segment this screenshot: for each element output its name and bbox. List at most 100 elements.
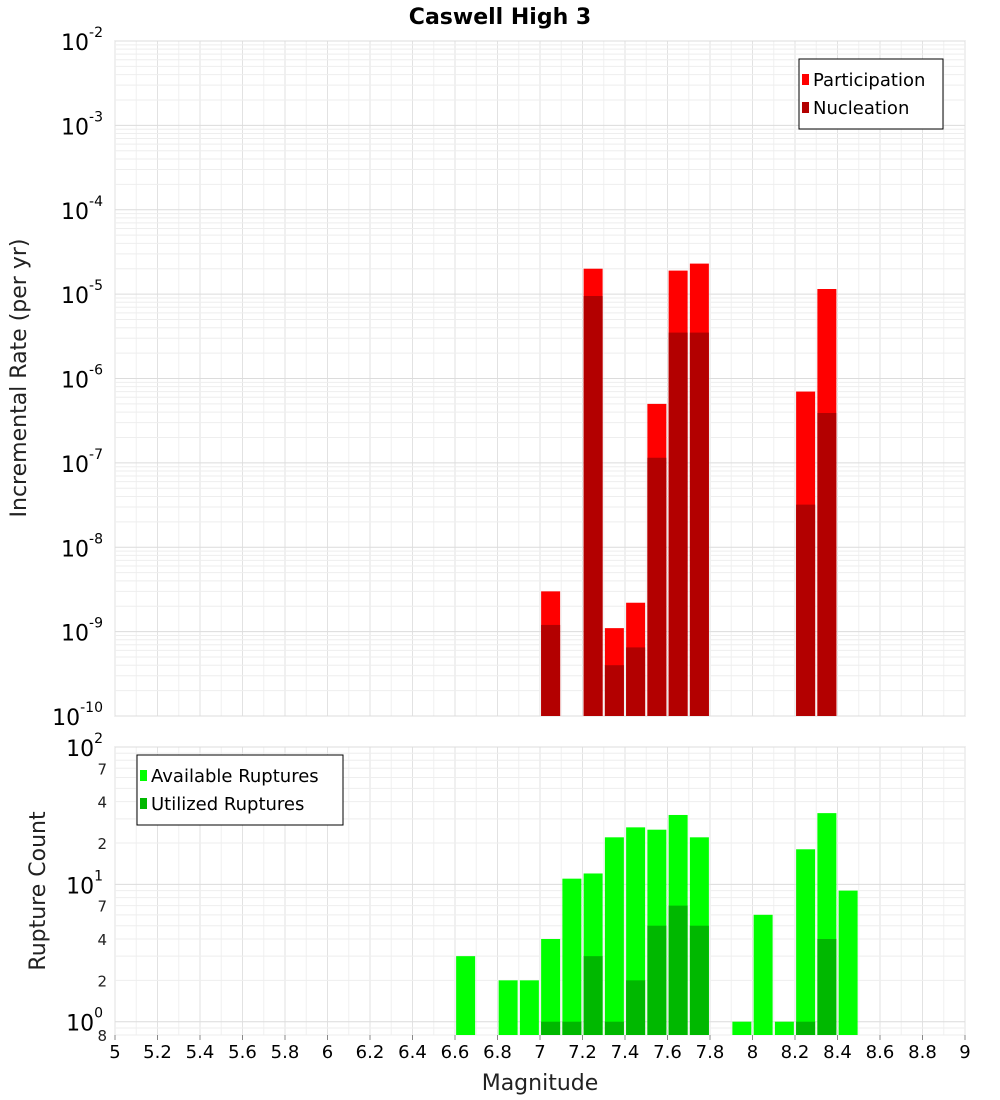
bottom-y-minor-tick-label: 7 bbox=[97, 760, 107, 778]
top-y-tick-exponent: -8 bbox=[89, 531, 103, 547]
legend-box bbox=[798, 58, 944, 130]
bottom-y-tick-label: 101 bbox=[66, 868, 103, 899]
x-tick-label: 5.8 bbox=[271, 1042, 300, 1063]
top-y-tick-exponent: -9 bbox=[89, 616, 103, 632]
top-grid bbox=[114, 40, 966, 717]
legend-label: Participation bbox=[813, 70, 925, 91]
bottom-y-tick-label: 102 bbox=[66, 731, 103, 762]
bottom-y-axis-label: Rupture Count bbox=[26, 811, 51, 971]
x-tick-label: 8 bbox=[747, 1042, 758, 1063]
top-y-tick-exponent: -10 bbox=[80, 700, 103, 716]
legend-swatch bbox=[802, 102, 809, 113]
bottom-series-1-bar bbox=[583, 956, 603, 1035]
top-series-1-bar bbox=[583, 296, 603, 716]
bottom-series-0-bar bbox=[838, 890, 858, 1035]
bottom-y-minor-tick-label: 4 bbox=[97, 794, 107, 812]
bottom-series-0-bar bbox=[541, 939, 561, 1035]
top-y-tick-label: 10-5 bbox=[61, 278, 103, 309]
top-y-tick-exponent: -6 bbox=[89, 363, 103, 379]
top-series-1-bar bbox=[604, 665, 624, 716]
x-tick-label: 5.2 bbox=[143, 1042, 172, 1063]
x-tick-label: 6 bbox=[322, 1042, 333, 1063]
bottom-series-1-bar bbox=[668, 905, 688, 1035]
bottom-series-1-bar bbox=[604, 1021, 624, 1035]
x-tick-label: 6.6 bbox=[441, 1042, 470, 1063]
bottom-y-tick-exponent: 1 bbox=[94, 868, 103, 884]
chart-title: Caswell High 3 bbox=[409, 5, 591, 30]
x-tick-label: 8.4 bbox=[823, 1042, 852, 1063]
top-series-1-bar bbox=[668, 332, 688, 716]
top-y-ticks: 10-10 10-9 10-8 10-7 10-6 10-5 10-4 10-3 10-2 bbox=[52, 25, 103, 731]
x-tick-label: 7.4 bbox=[611, 1042, 640, 1063]
legend-swatch bbox=[140, 798, 147, 809]
bottom-series-1-bar bbox=[817, 939, 837, 1035]
top-y-tick-label: 10-8 bbox=[61, 531, 103, 562]
x-ticks: 5 5.2 5.4 5.6 5.8 6 6.2 6.4 6.6 6.8 7 7.2 7.4 7.6 7.8 8… bbox=[109, 1035, 971, 1063]
bottom-series-0-bar bbox=[498, 980, 518, 1035]
x-tick-label: 7.2 bbox=[568, 1042, 597, 1063]
top-y-tick-exponent: -5 bbox=[89, 278, 103, 294]
legend-label: Available Ruptures bbox=[151, 766, 319, 787]
x-tick-label: 8.6 bbox=[866, 1042, 895, 1063]
top-series-1-bar bbox=[626, 647, 646, 716]
x-tick-label: 9 bbox=[959, 1042, 970, 1063]
x-tick-label: 6.2 bbox=[356, 1042, 385, 1063]
bottom-series-0-bar bbox=[732, 1021, 752, 1035]
bottom-series-1-bar bbox=[689, 925, 709, 1035]
top-series-1-bar bbox=[689, 332, 709, 716]
top-y-tick-exponent: -7 bbox=[89, 447, 103, 463]
top-y-tick-label: 10-3 bbox=[61, 109, 103, 140]
x-axis-label: Magnitude bbox=[482, 1071, 599, 1096]
top-y-tick-exponent: -4 bbox=[89, 194, 103, 210]
bottom-series-0-bar bbox=[519, 980, 539, 1035]
bottom-series-0-bar bbox=[604, 837, 624, 1035]
bottom-y-minor-tick-label: 4 bbox=[97, 931, 107, 949]
x-tick-label: 6.8 bbox=[483, 1042, 512, 1063]
bottom-series-0-bar bbox=[774, 1021, 794, 1035]
x-tick-label: 5.6 bbox=[228, 1042, 257, 1063]
bottom-series-0-bar bbox=[753, 914, 773, 1035]
x-tick-label: 7.8 bbox=[696, 1042, 725, 1063]
legend-swatch bbox=[140, 770, 147, 781]
top-y-tick-exponent: -3 bbox=[89, 109, 103, 125]
top-series-1-bar bbox=[647, 457, 667, 716]
x-tick-label: 5 bbox=[109, 1042, 120, 1063]
legend-label: Nucleation bbox=[813, 98, 909, 119]
top-legend: Participation Nucleation bbox=[798, 58, 944, 130]
bottom-series-1-bar bbox=[796, 1021, 816, 1035]
x-tick-label: 8.2 bbox=[781, 1042, 810, 1063]
bottom-series-0-bar bbox=[562, 878, 582, 1035]
x-tick-label: 8.8 bbox=[908, 1042, 937, 1063]
bottom-series-1-bar bbox=[562, 1021, 582, 1035]
x-tick-label: 5.4 bbox=[186, 1042, 215, 1063]
bottom-y-minor-tick-label: 8 bbox=[97, 1027, 107, 1045]
bottom-series-1-bar bbox=[626, 980, 646, 1035]
bottom-series-0-bar bbox=[456, 956, 476, 1035]
x-tick-label: 6.4 bbox=[398, 1042, 427, 1063]
top-y-tick-label: 10-4 bbox=[61, 194, 103, 225]
top-series-1-bar bbox=[541, 624, 561, 716]
top-series-1-bar bbox=[796, 504, 816, 716]
x-tick-label: 7 bbox=[534, 1042, 545, 1063]
top-y-tick-exponent: -2 bbox=[89, 25, 103, 41]
top-y-tick-label: 10-9 bbox=[61, 616, 103, 647]
top-y-axis-label: Incremental Rate (per yr) bbox=[7, 239, 32, 518]
top-bars bbox=[541, 263, 837, 716]
legend-box bbox=[136, 754, 344, 826]
bottom-y-tick-exponent: 2 bbox=[94, 731, 103, 747]
bottom-series-0-bar bbox=[796, 849, 816, 1035]
x-tick-label: 7.6 bbox=[653, 1042, 682, 1063]
legend-label: Utilized Ruptures bbox=[151, 794, 304, 815]
bottom-series-1-bar bbox=[647, 925, 667, 1035]
bottom-y-tick-exponent: 0 bbox=[94, 1006, 103, 1022]
top-y-tick-label: 10-10 bbox=[52, 700, 103, 731]
top-y-tick-label: 10-7 bbox=[61, 447, 103, 478]
bottom-y-minor-tick-label: 2 bbox=[97, 972, 107, 990]
top-y-tick-label: 10-2 bbox=[61, 25, 103, 56]
bottom-series-1-bar bbox=[541, 1021, 561, 1035]
top-y-tick-label: 10-6 bbox=[61, 363, 103, 394]
bottom-legend: Available Ruptures Utilized Ruptures bbox=[136, 754, 344, 826]
bottom-bars bbox=[456, 813, 858, 1035]
